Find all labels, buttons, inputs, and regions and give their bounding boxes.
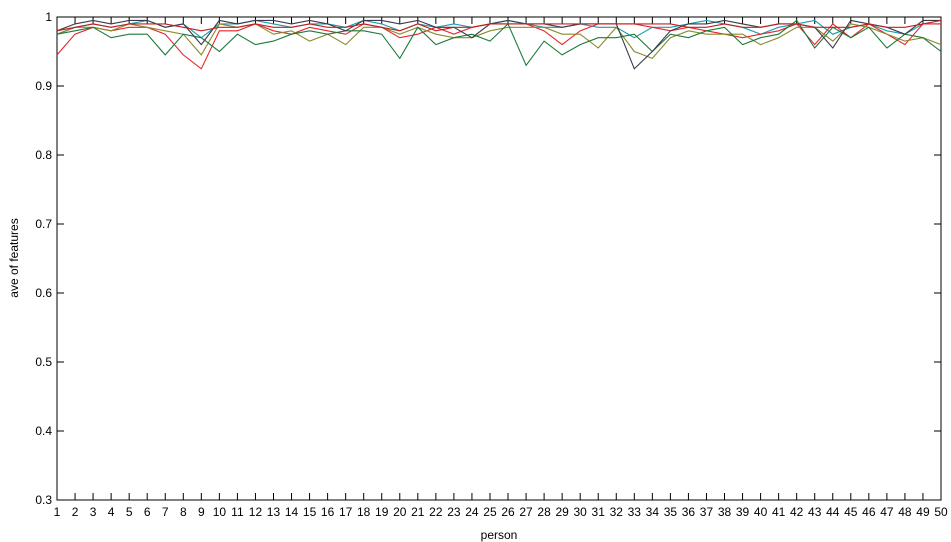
x-tick-label: 24 — [465, 505, 479, 519]
x-tick-label: 38 — [718, 505, 732, 519]
y-tick-label: 0.8 — [35, 148, 52, 162]
series-lines — [56, 19, 942, 70]
x-tick-label: 50 — [934, 505, 948, 519]
y-tick-label: 0.7 — [35, 217, 52, 231]
x-tick-label: 17 — [339, 505, 353, 519]
x-tick-label: 20 — [393, 505, 407, 519]
x-tick-label: 26 — [501, 505, 515, 519]
x-tick-label: 44 — [826, 505, 840, 519]
x-tick-label: 8 — [180, 505, 187, 519]
x-tick-label: 45 — [844, 505, 858, 519]
x-tick-label: 37 — [700, 505, 714, 519]
x-tick-label: 34 — [646, 505, 660, 519]
x-tick-label: 5 — [126, 505, 133, 519]
x-tick-label: 32 — [610, 505, 624, 519]
x-tick-label: 2 — [72, 505, 79, 519]
plot-area — [56, 16, 942, 501]
y-axis-title: ave of features — [7, 218, 21, 297]
x-tick-label: 31 — [592, 505, 606, 519]
x-axis: 1 2 3 4 5 6 7 8 9 10 11 12 13 14 15 16 17 18 19 20 21 22 23 24 2… — [54, 17, 948, 519]
x-tick-label: 14 — [285, 505, 299, 519]
y-tick-label: 0.6 — [35, 286, 52, 300]
x-tick-label: 42 — [790, 505, 804, 519]
x-tick-label: 41 — [772, 505, 786, 519]
x-tick-label: 4 — [108, 505, 115, 519]
y-tick-label: 0.3 — [35, 493, 52, 507]
x-tick-label: 18 — [357, 505, 371, 519]
x-tick-label: 7 — [162, 505, 169, 519]
x-tick-label: 1 — [54, 505, 61, 519]
x-tick-label: 12 — [249, 505, 263, 519]
x-tick-label: 33 — [628, 505, 642, 519]
x-tick-label: 16 — [321, 505, 335, 519]
x-tick-label: 47 — [880, 505, 894, 519]
x-tick-label: 15 — [303, 505, 317, 519]
x-tick-label: 11 — [231, 505, 244, 519]
x-tick-label: 39 — [736, 505, 750, 519]
x-tick-label: 40 — [754, 505, 768, 519]
series-line-6 — [56, 19, 942, 32]
x-tick-label: 27 — [519, 505, 533, 519]
x-tick-label: 30 — [574, 505, 588, 519]
y-tick-label: 1 — [45, 10, 52, 24]
y-tick-label: 0.5 — [35, 355, 52, 369]
x-tick-label: 10 — [213, 505, 227, 519]
x-tick-label: 29 — [555, 505, 569, 519]
x-tick-label: 3 — [90, 505, 97, 519]
x-tick-label: 48 — [898, 505, 912, 519]
series-line-3 — [56, 23, 942, 60]
x-tick-label: 9 — [198, 505, 205, 519]
x-tick-label: 21 — [411, 505, 425, 519]
x-tick-label: 35 — [664, 505, 678, 519]
x-tick-label: 25 — [483, 505, 497, 519]
x-tick-label: 28 — [537, 505, 551, 519]
x-tick-label: 13 — [267, 505, 281, 519]
x-tick-label: 43 — [808, 505, 822, 519]
x-tick-label: 46 — [862, 505, 876, 519]
x-tick-label: 49 — [916, 505, 930, 519]
x-tick-label: 6 — [144, 505, 151, 519]
y-axis: 0.3 0.4 0.5 0.6 0.7 0.8 0.9 1 — [35, 10, 941, 507]
x-tick-label: 19 — [375, 505, 389, 519]
x-axis-title: person — [481, 528, 518, 542]
x-tick-label: 36 — [682, 505, 696, 519]
x-tick-label: 22 — [429, 505, 443, 519]
x-tick-label: 23 — [447, 505, 461, 519]
y-tick-label: 0.9 — [35, 79, 52, 93]
y-tick-label: 0.4 — [35, 424, 52, 438]
